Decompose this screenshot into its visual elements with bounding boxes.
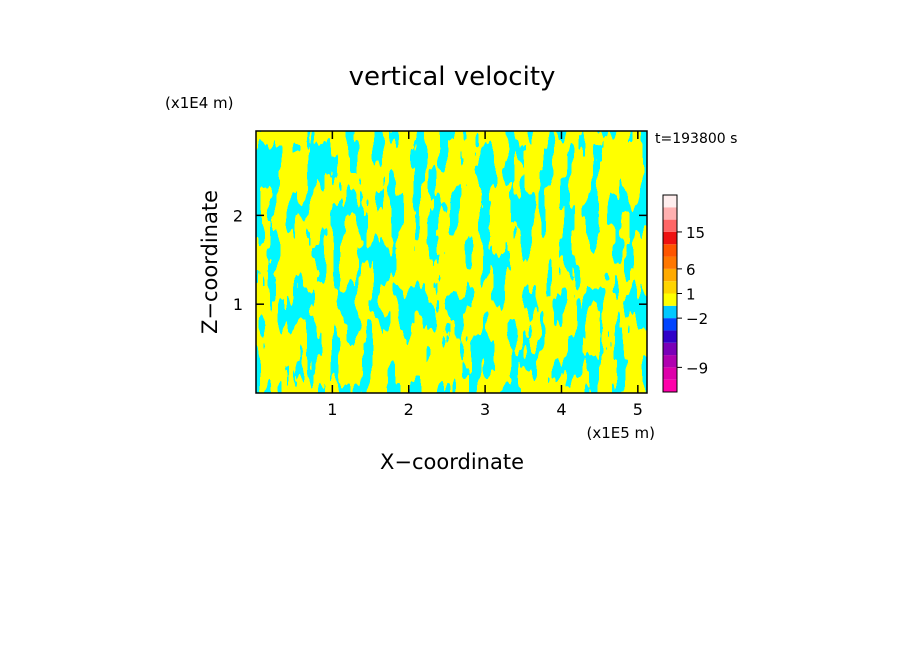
time-label: t=193800 s xyxy=(655,131,737,147)
colorbar: 15 6 1 −2 −9 xyxy=(662,194,708,393)
colorbar-label: −2 xyxy=(686,310,708,328)
x-tick-label: 4 xyxy=(556,400,566,419)
chart-title: vertical velocity xyxy=(349,62,556,92)
colorbar-swatch-3 xyxy=(663,342,677,356)
colorbar-label: 15 xyxy=(686,224,705,242)
colorbar-label: 6 xyxy=(686,261,696,279)
colorbar-swatch-10 xyxy=(663,256,677,269)
colorbar-swatch-13 xyxy=(663,219,677,232)
y-tick-label: 1 xyxy=(233,295,243,314)
x-axis-ticks: 1 2 3 4 5 xyxy=(327,131,643,419)
colorbar-label: 1 xyxy=(686,286,696,304)
y-tick-label: 2 xyxy=(233,206,243,225)
y-axis-label: Z−coordinate xyxy=(198,190,222,334)
plot-frame xyxy=(255,130,648,394)
colorbar-swatch-6 xyxy=(663,305,677,319)
negative-velocity-field xyxy=(256,131,647,393)
plot-area xyxy=(256,131,647,393)
colorbar-swatch-14 xyxy=(663,207,677,220)
colorbar-swatch-15 xyxy=(663,195,677,208)
x-unit-label: (x1E5 m) xyxy=(586,424,655,442)
colorbar-swatch-12 xyxy=(663,231,677,245)
colorbar-swatch-9 xyxy=(663,268,677,282)
colorbar-swatch-1 xyxy=(663,367,677,380)
x-axis-label: X−coordinate xyxy=(380,450,524,474)
y-axis-ticks: 12 xyxy=(233,206,647,314)
colorbar-swatch-8 xyxy=(663,281,677,294)
colorbar-swatch-7 xyxy=(663,293,677,306)
x-tick-label: 3 xyxy=(480,400,490,419)
x-tick-label: 5 xyxy=(633,400,643,419)
colorbar-swatch-0 xyxy=(663,379,677,392)
colorbar-swatch-11 xyxy=(663,244,677,257)
x-tick-label: 1 xyxy=(327,400,337,419)
x-tick-label: 2 xyxy=(404,400,414,419)
colorbar-label: −9 xyxy=(686,359,708,377)
colorbar-swatch-4 xyxy=(663,330,677,343)
y-unit-label: (x1E4 m) xyxy=(165,94,234,112)
colorbar-swatch-2 xyxy=(663,355,677,368)
colorbar-swatch-5 xyxy=(663,318,677,331)
